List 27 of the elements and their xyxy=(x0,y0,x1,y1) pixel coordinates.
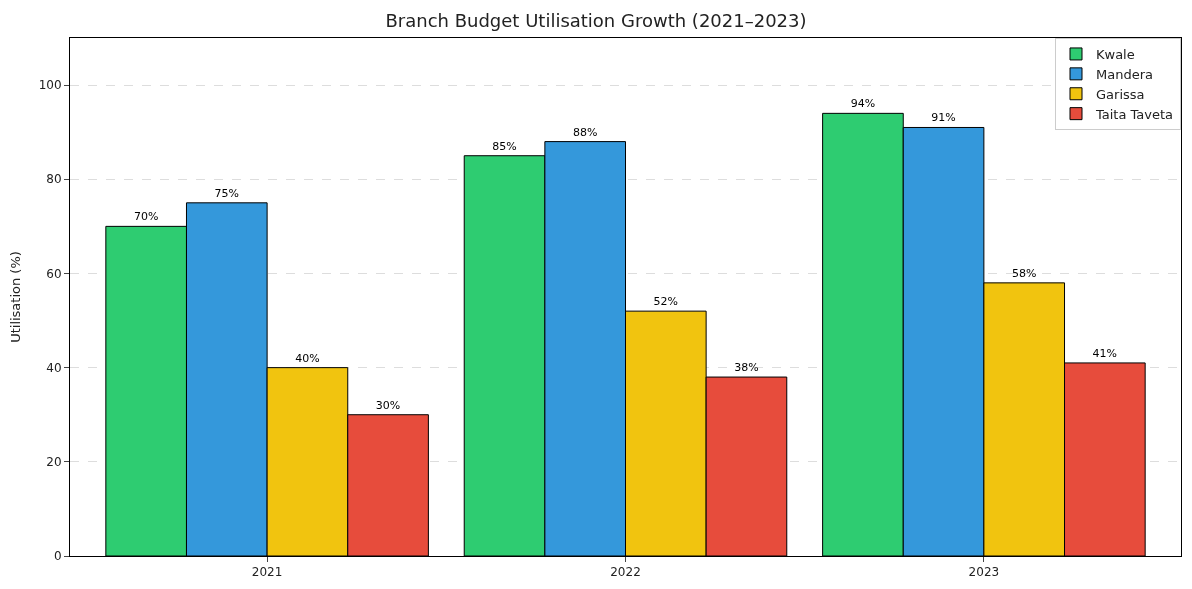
x-tick-label: 2022 xyxy=(610,565,641,580)
legend-label: Taita Taveta xyxy=(1095,106,1174,122)
legend-label: Garissa xyxy=(1096,86,1145,102)
y-axis-title: Utilisation (%) xyxy=(7,251,23,343)
y-tick-label: 60 xyxy=(46,266,62,281)
legend-label: Kwale xyxy=(1096,47,1135,63)
legend-label: Mandera xyxy=(1096,66,1153,82)
chart-title: Branch Budget Utilisation Growth (2021–2023) xyxy=(385,10,807,32)
data-label: 41% xyxy=(1092,346,1118,360)
x-tick-label: 2023 xyxy=(968,565,1000,580)
y-tick-label: 100 xyxy=(38,78,62,93)
data-label: 38% xyxy=(734,361,759,375)
data-label: 58% xyxy=(1011,266,1037,280)
y-tick-label: 0 xyxy=(53,549,62,564)
x-tick-label: 2021 xyxy=(251,565,283,580)
y-tick-label: 40 xyxy=(46,360,62,375)
data-label: 94% xyxy=(850,97,876,111)
data-label: 85% xyxy=(492,139,517,153)
data-label: 75% xyxy=(214,186,240,200)
y-tick-label: 80 xyxy=(46,172,62,187)
data-label: 88% xyxy=(572,125,598,139)
y-tick-label: 20 xyxy=(46,455,62,470)
data-label: 91% xyxy=(931,111,956,125)
data-label: 52% xyxy=(653,295,679,309)
data-label: 70% xyxy=(133,210,159,224)
data-label: 30% xyxy=(375,398,401,412)
data-label: 40% xyxy=(295,351,320,365)
